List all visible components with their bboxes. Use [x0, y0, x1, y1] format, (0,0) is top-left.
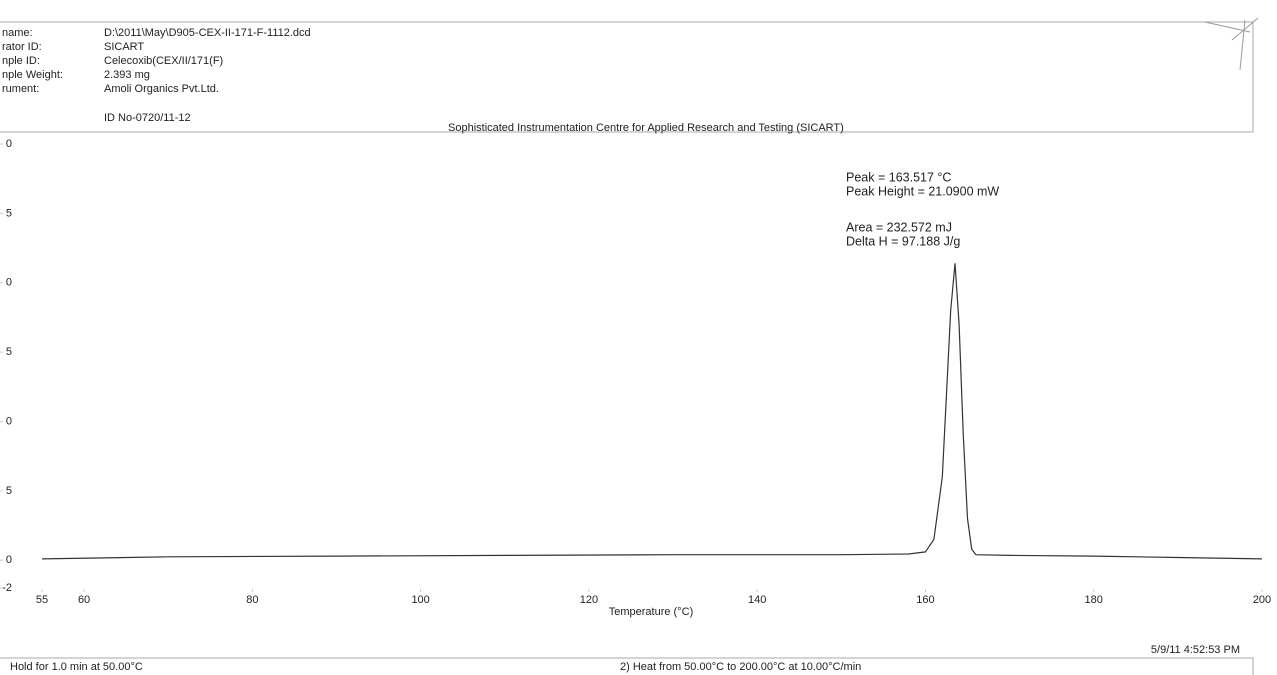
x-axis-label: Temperature (°C): [609, 606, 693, 618]
method-step: Hold for 1.0 min at 50.00°C: [10, 661, 143, 673]
annotation: Delta H = 97.188 J/g: [846, 234, 960, 248]
field-label: rator ID:: [2, 41, 42, 53]
x-tick-label: 100: [411, 594, 429, 606]
x-tick-label: 200: [1253, 594, 1271, 606]
annotation: Peak = 163.517 °C: [846, 170, 951, 184]
y-tick-label: 0: [6, 277, 12, 289]
field-label: rument:: [2, 83, 39, 95]
field-label: name:: [2, 27, 33, 39]
x-tick-label: 180: [1085, 594, 1103, 606]
x-tick-label: 80: [246, 594, 258, 606]
field-value: Amoli Organics Pvt.Ltd.: [104, 83, 219, 95]
field-value: Celecoxib(CEX/II/171(F): [104, 55, 223, 67]
field-value: D:\2011\May\D905-CEX-II-171-F-1112.dcd: [104, 27, 311, 39]
annotation: Area = 232.572 mJ: [846, 220, 952, 234]
field-label: nple ID:: [2, 55, 40, 67]
chart-title: Sophisticated Instrumentation Centre for…: [448, 122, 844, 134]
x-tick-label: 60: [78, 594, 90, 606]
x-tick-label: 120: [580, 594, 598, 606]
scribble: [1204, 17, 1259, 71]
method-step: 2) Heat from 50.00°C to 200.00°C at 10.0…: [620, 661, 861, 673]
timestamp: 5/9/11 4:52:53 PM: [1151, 644, 1240, 656]
field-value: 2.393 mg: [104, 69, 150, 81]
footer-box: [0, 657, 1254, 675]
field-label: nple Weight:: [2, 69, 63, 81]
header-box: [0, 21, 1254, 133]
y-tick-label: 0: [6, 554, 12, 566]
header-extra: ID No-0720/11-12: [104, 112, 191, 124]
field-value: SICART: [104, 41, 144, 53]
y-tick-label: 0: [6, 138, 12, 150]
x-tick-label: 160: [916, 594, 934, 606]
x-tick-label: 55: [36, 594, 48, 606]
y-tick-label: 5: [6, 346, 12, 358]
y-tick-label: -2: [2, 582, 12, 594]
y-tick-label: 5: [6, 485, 12, 497]
y-tick-label: 5: [6, 207, 12, 219]
x-tick-label: 140: [748, 594, 766, 606]
data-line: [41, 263, 1263, 560]
annotation: Peak Height = 21.0900 mW: [846, 184, 999, 198]
y-tick-label: 0: [6, 415, 12, 427]
